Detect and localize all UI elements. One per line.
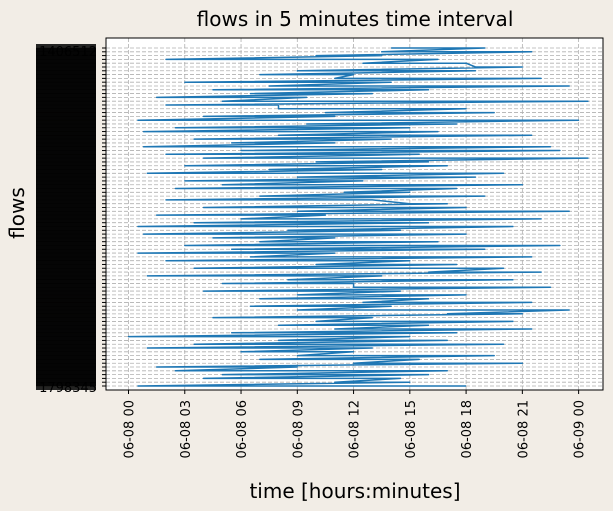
x-tick-label: 06-08 12 — [348, 400, 363, 458]
chart-title: flows in 5 minutes time interval — [197, 7, 514, 31]
y-tick-label-bottom: 1798345 — [39, 381, 97, 396]
x-tick-label: 06-08 00 — [123, 400, 138, 458]
y-tick-label-top: 1406512 — [39, 45, 97, 60]
flow-series-line — [127, 47, 589, 387]
x-axis-ticks: 06-08 00 06-08 03 06-08 06 06-08 09 06-08 12… — [123, 390, 588, 458]
x-tick-label: 06-08 15 — [404, 400, 419, 458]
y-tick-label-glyphs — [36, 382, 96, 390]
y-axis-tick-labels: 1406512 1798345 — [39, 45, 97, 396]
x-tick-label: 06-08 21 — [516, 400, 531, 458]
x-tick-label: 06-08 06 — [235, 400, 250, 458]
x-tick-label: 06-08 18 — [460, 400, 475, 458]
x-tick-label: 06-08 03 — [179, 400, 194, 458]
flow-series — [127, 47, 589, 387]
x-tick-label: 06-08 09 — [291, 400, 306, 458]
x-axis-label: time [hours:minutes] — [249, 479, 460, 503]
y-axis-label: flows — [5, 187, 29, 239]
plot-frame — [105, 37, 604, 391]
y-tick-marks — [36, 44, 106, 390]
x-tick-label: 06-09 00 — [573, 400, 588, 458]
